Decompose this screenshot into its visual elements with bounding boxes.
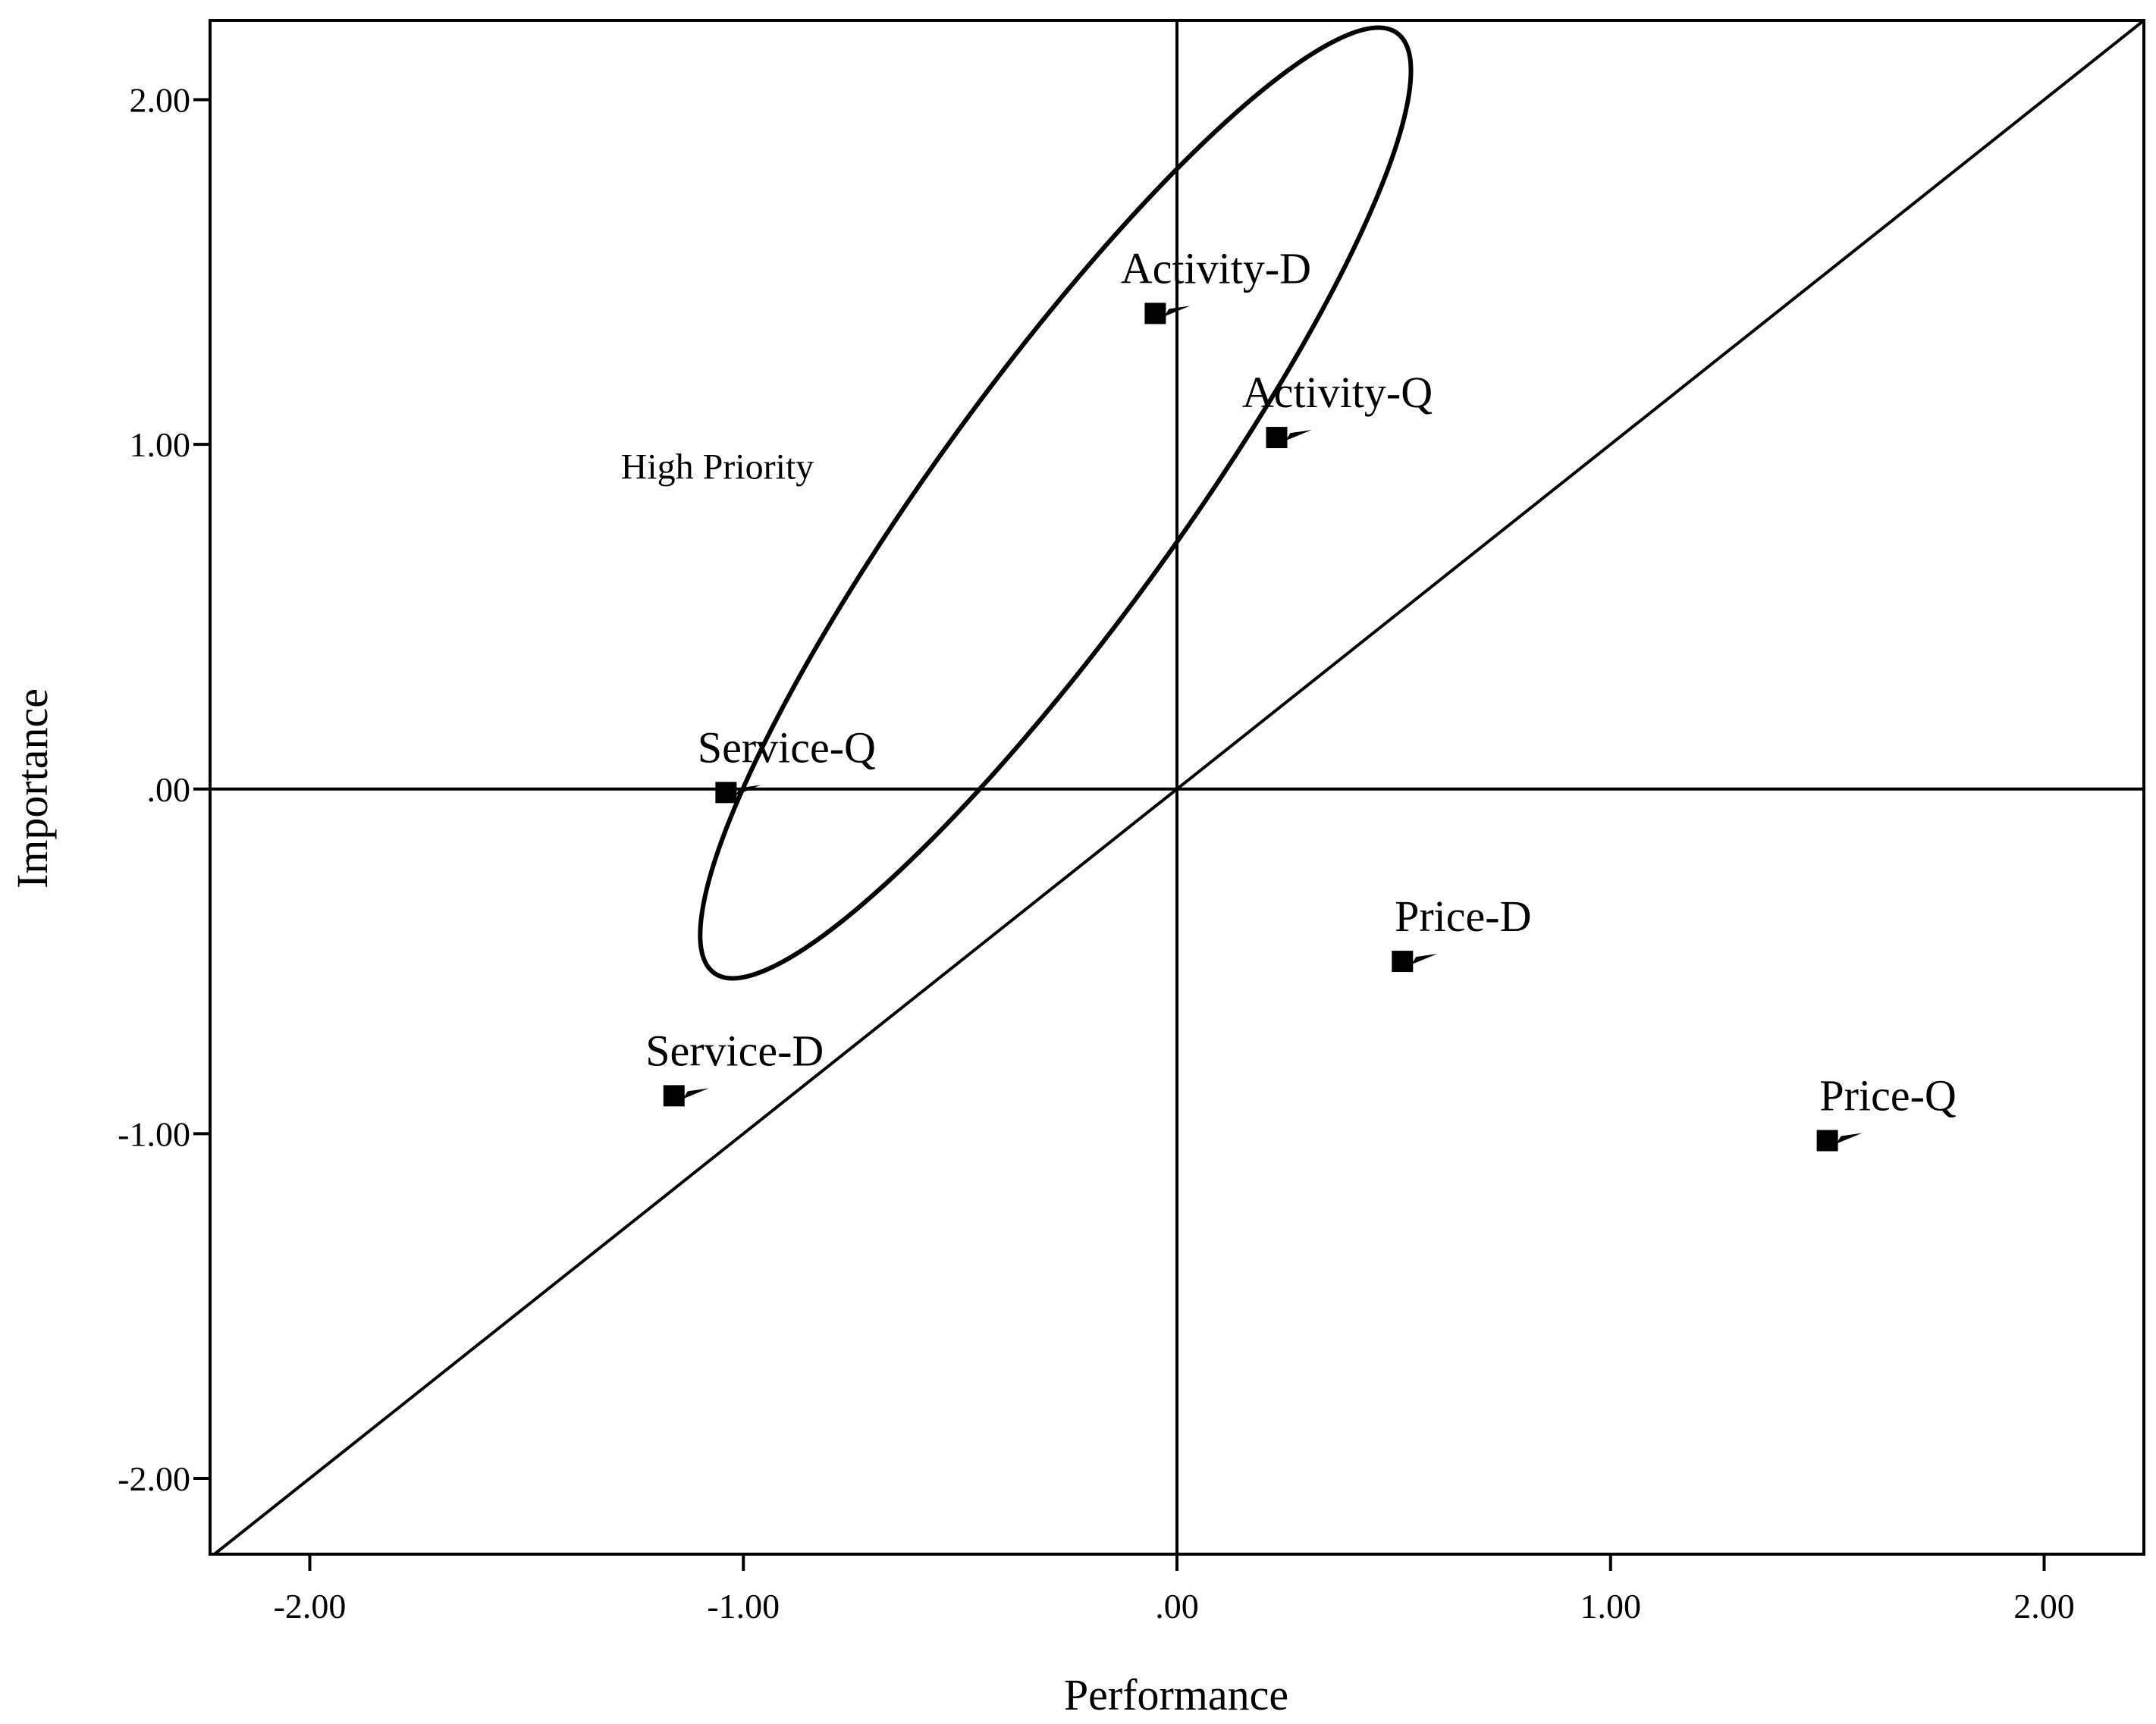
y-tick-label: .00 xyxy=(147,770,191,809)
point-leader-service-q xyxy=(735,785,761,796)
x-tick-label: -1.00 xyxy=(707,1587,780,1625)
point-activity-q xyxy=(1266,427,1288,449)
point-leader-activity-q xyxy=(1285,430,1312,441)
y-tick-label: -2.00 xyxy=(118,1459,190,1498)
diagonal-line xyxy=(213,19,2145,1556)
point-leader-price-q xyxy=(1836,1133,1863,1144)
point-layer: Activity-D Activity-Q Service-Q Price-D Serv… xyxy=(645,243,1957,1152)
y-axis-title: Importance xyxy=(8,688,57,889)
y-tick-label: -1.00 xyxy=(118,1114,190,1153)
point-price-d xyxy=(1392,951,1414,973)
y-tick-label: 2.00 xyxy=(130,81,191,120)
point-service-d xyxy=(663,1085,685,1107)
point-leader-price-d xyxy=(1411,954,1438,965)
point-leader-service-d xyxy=(683,1088,709,1099)
tick-layer: -2.00 -1.00 .00 1.00 2.00 2.00 1.00 .00 -1.00 -2.… xyxy=(118,81,2075,1625)
x-axis-title: Performance xyxy=(1064,1670,1288,1719)
y-tick-label: 1.00 xyxy=(130,425,191,464)
point-leader-activity-d xyxy=(1164,306,1191,317)
point-label-activity-q: Activity-Q xyxy=(1242,368,1433,417)
x-tick-label: .00 xyxy=(1155,1587,1199,1625)
x-tick-label: 1.00 xyxy=(1580,1587,1641,1625)
high-priority-label: High Priority xyxy=(621,447,814,487)
point-label-service-q: Service-Q xyxy=(698,723,876,772)
x-tick-label: -2.00 xyxy=(274,1587,347,1625)
x-tick-label: 2.00 xyxy=(2013,1587,2075,1625)
point-label-price-q: Price-Q xyxy=(1819,1070,1956,1120)
high-priority-ellipse xyxy=(698,25,1414,981)
point-label-price-d: Price-D xyxy=(1395,892,1531,941)
point-price-q xyxy=(1816,1130,1838,1152)
highlight-layer: High Priority xyxy=(621,25,1414,981)
point-activity-d xyxy=(1144,302,1166,324)
point-label-service-d: Service-D xyxy=(645,1026,824,1075)
point-label-activity-d: Activity-D xyxy=(1121,243,1311,293)
point-service-q xyxy=(715,782,737,804)
